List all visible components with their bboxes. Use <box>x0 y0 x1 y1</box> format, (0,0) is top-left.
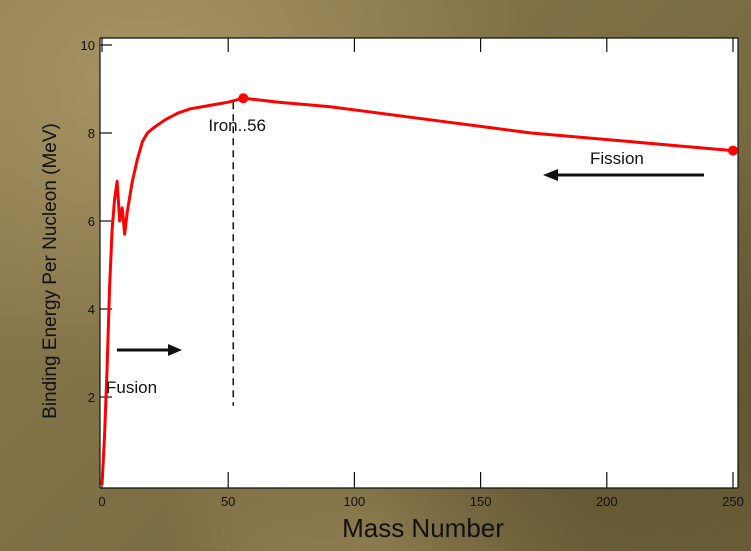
y-tick-label: 2 <box>88 390 95 405</box>
end-point-marker <box>728 145 738 156</box>
x-tick-label: 150 <box>470 494 492 509</box>
y-tick-label: 6 <box>88 214 95 229</box>
x-tick-label: 100 <box>344 494 366 509</box>
fusion-annotation: Fusion <box>106 344 182 397</box>
binding-energy-curve <box>100 96 734 486</box>
x-tick-label: 0 <box>98 494 105 509</box>
x-axis-title: Mass Number <box>342 513 504 543</box>
y-tick-label: 8 <box>88 126 95 141</box>
x-tick-label: 200 <box>596 494 618 509</box>
fission-arrow-head <box>543 169 558 181</box>
tick-labels: 0 50 100 150 200 250 2 4 6 8 10 <box>81 38 744 509</box>
fission-label: Fission <box>590 149 644 168</box>
plot-area <box>100 38 738 488</box>
y-axis-title: Binding Energy Per Nucleon (MeV) <box>40 123 61 419</box>
tick-marks <box>100 38 734 488</box>
iron-56-marker <box>238 93 249 104</box>
fusion-arrow-head <box>168 344 182 356</box>
x-tick-label: 250 <box>722 494 744 509</box>
iron-56-label: Iron..56 <box>208 116 266 135</box>
x-tick-label: 50 <box>221 494 235 509</box>
curve-markers <box>238 93 738 156</box>
y-tick-label: 10 <box>81 38 95 53</box>
fission-annotation: Fission <box>543 149 704 181</box>
fusion-label: Fusion <box>106 378 157 397</box>
y-tick-label: 4 <box>88 302 95 317</box>
